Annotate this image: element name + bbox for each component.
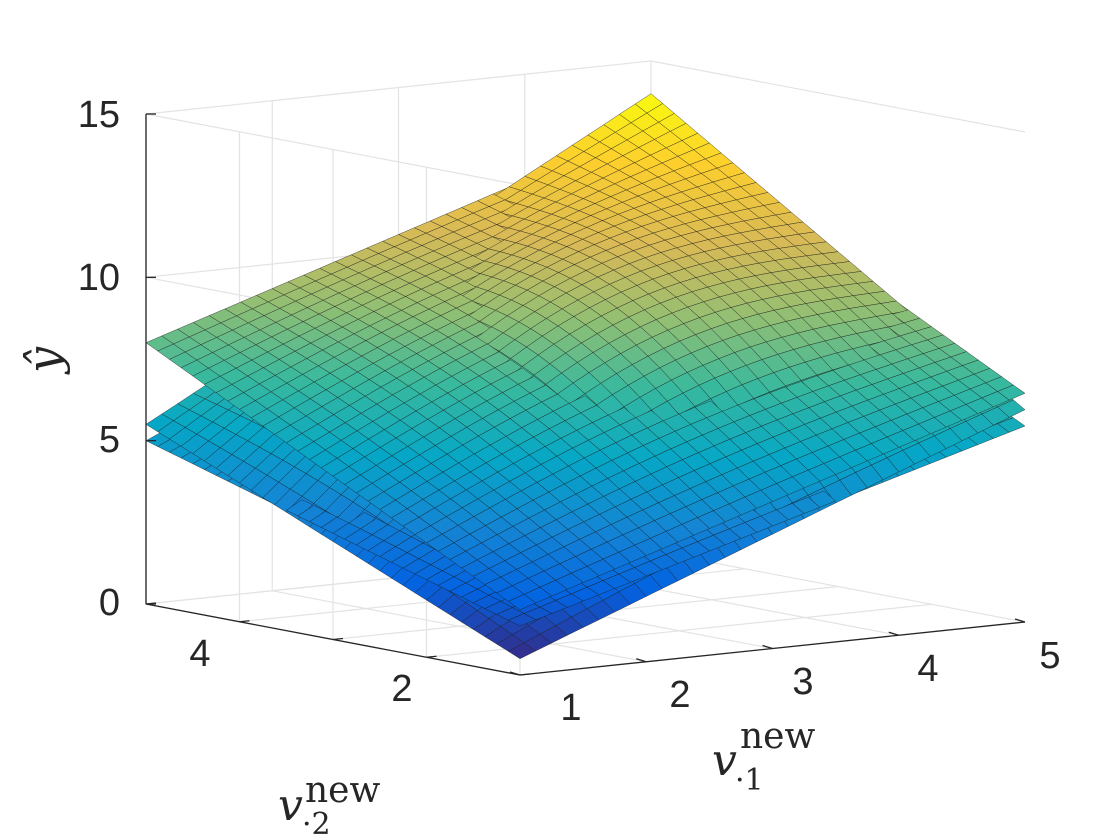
y-tick-mark [239,620,250,623]
x-tick-label: 5 [1039,635,1060,677]
surface-patch [507,642,537,659]
x-tick-mark [1014,618,1026,623]
x-tick-label: 4 [917,648,938,690]
z-tick-label: 10 [78,257,120,299]
x-tick-mark [509,671,521,676]
axes-lines [145,113,1026,676]
surface-patch [507,613,537,627]
z-tick-label: 15 [78,94,120,136]
y-tick-mark [426,655,437,658]
y-axis-label-superscript: new [305,770,380,811]
y-tick-label: 4 [189,633,210,675]
x-tick-label: 2 [669,674,690,716]
y-tick-mark [519,673,531,676]
y-tick-label: 2 [391,668,412,710]
surface-patch [507,594,537,610]
x-tick-label: 3 [792,661,813,703]
x-tick-mark [762,644,773,650]
x-axis-label-superscript: new [740,716,815,757]
y-tick-mark [145,602,157,605]
x-tick-label: 1 [560,687,581,729]
x-axis-label: v ·1 new [712,716,815,798]
surfaces [145,93,1026,659]
z-tick-label: 0 [99,582,120,624]
y-tick-mark [332,637,344,641]
x-axis-label-subscript: ·1 [735,763,764,798]
y-axis-label: v ·2 new [278,770,380,840]
y-axis-label-base: v [278,780,303,831]
back-edge [650,60,1026,133]
x-tick-mark [888,631,899,636]
x-axis-label-base: v [712,735,737,786]
x-tick-mark [636,658,647,663]
z-axis-label: ŷ [17,346,71,375]
y-axis-label-subscript: ·2 [302,807,331,840]
z-tick-label: 5 [99,419,120,461]
